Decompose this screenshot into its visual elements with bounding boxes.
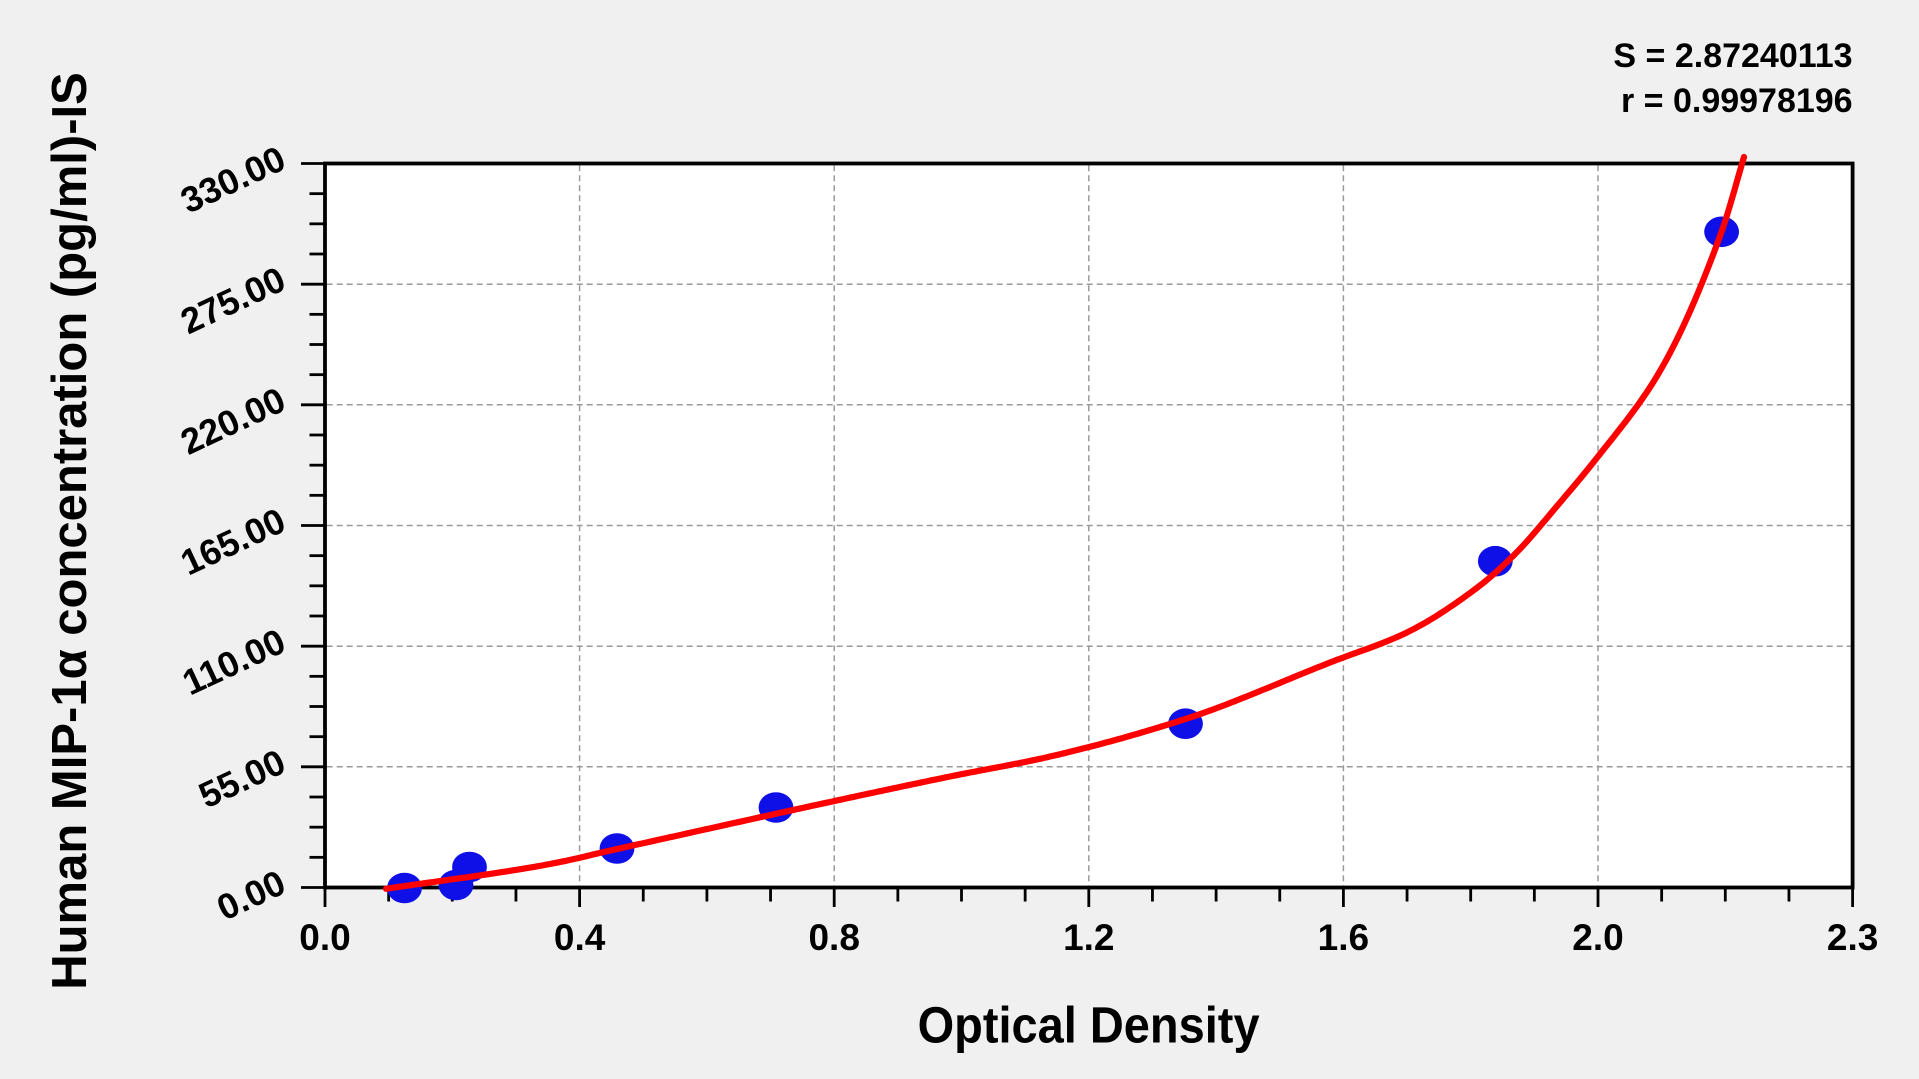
svg-text:0.00: 0.00 xyxy=(211,862,292,929)
svg-text:2.0: 2.0 xyxy=(1572,917,1623,958)
svg-text:1.2: 1.2 xyxy=(1063,917,1114,958)
svg-text:2.3: 2.3 xyxy=(1827,917,1878,958)
svg-text:330.00: 330.00 xyxy=(174,138,291,222)
svg-text:110.00: 110.00 xyxy=(176,620,291,703)
svg-text:55.00: 55.00 xyxy=(192,741,291,816)
svg-text:275.00: 275.00 xyxy=(174,258,291,342)
svg-text:0.4: 0.4 xyxy=(554,917,606,958)
svg-text:1.6: 1.6 xyxy=(1318,917,1369,958)
svg-text:r = 0.99978196: r = 0.99978196 xyxy=(1621,82,1853,120)
svg-text:165.00: 165.00 xyxy=(174,500,291,584)
svg-text:Human MIP-1α concentration (pg: Human MIP-1α concentration (pg/ml)-IS xyxy=(43,72,97,990)
svg-text:0.8: 0.8 xyxy=(808,917,859,958)
svg-text:Optical Density: Optical Density xyxy=(918,997,1261,1054)
svg-text:0.0: 0.0 xyxy=(299,917,350,958)
svg-text:220.00: 220.00 xyxy=(174,379,291,463)
svg-text:S = 2.87240113: S = 2.87240113 xyxy=(1613,37,1852,75)
